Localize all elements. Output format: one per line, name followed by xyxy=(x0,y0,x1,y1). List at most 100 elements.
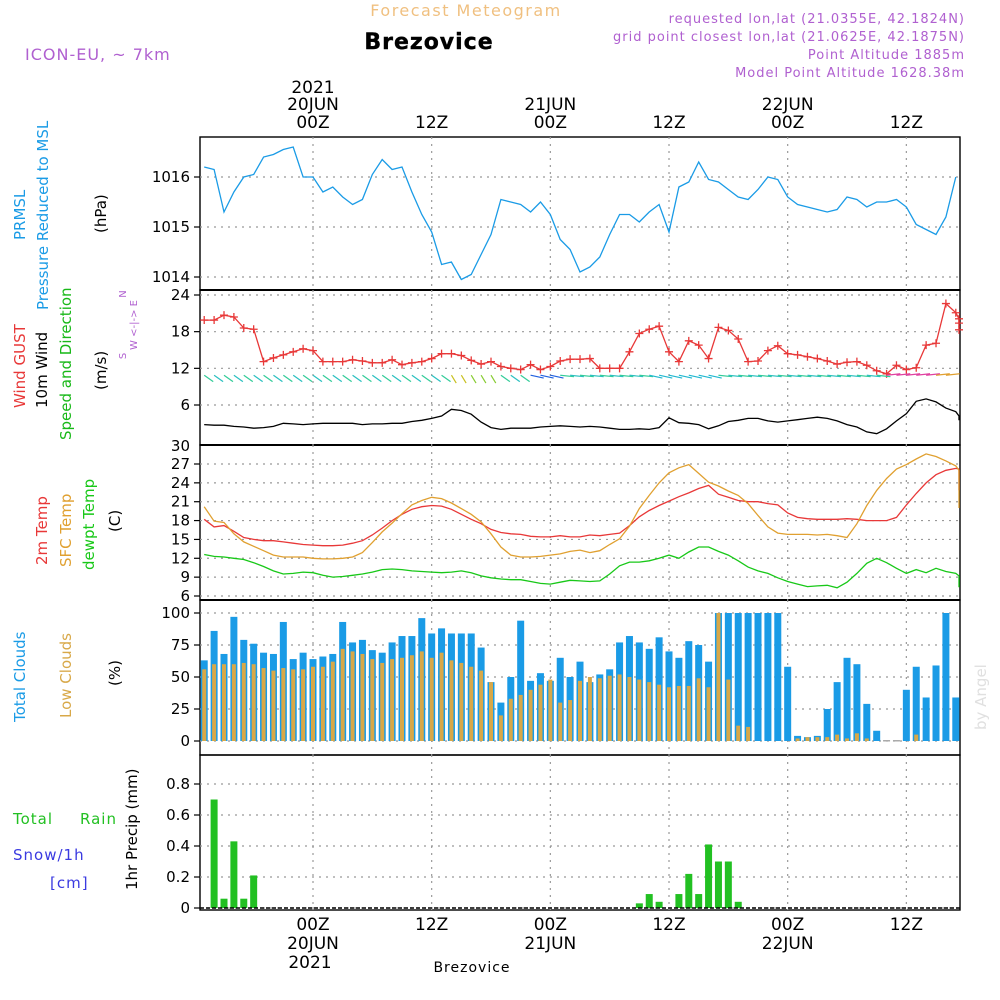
wind-direction-arrow xyxy=(906,373,921,376)
sfc-label: SFC Temp xyxy=(57,494,75,567)
low-cloud-bar xyxy=(202,669,207,741)
temp2m-line xyxy=(203,467,960,547)
low-cloud-bar xyxy=(221,664,226,741)
ytick-label: 0.8 xyxy=(166,775,190,793)
low-cloud-bar xyxy=(489,682,494,741)
total-cloud-bar xyxy=(744,613,752,741)
total-rain-label-1: Total xyxy=(12,810,53,828)
gust-marker xyxy=(328,357,337,366)
low-cloud-bar xyxy=(795,738,800,741)
low-cloud-bar xyxy=(597,678,602,741)
wind-direction-arrow xyxy=(579,374,594,378)
total-cloud-bar xyxy=(892,740,900,742)
rain-bar xyxy=(724,861,732,908)
gust-marker xyxy=(684,336,693,345)
bottom-time-label: 00Z xyxy=(296,915,329,935)
wind-direction-arrow xyxy=(846,374,861,378)
ytick-label: 12 xyxy=(171,359,190,377)
dewpt-label: dewpt Temp xyxy=(80,479,98,570)
gust-marker xyxy=(368,358,377,367)
wind-direction-arrow xyxy=(371,374,382,383)
panel-frame xyxy=(199,289,961,446)
ytick-label: 1015 xyxy=(152,218,190,236)
low-cloud-bar xyxy=(617,674,622,741)
gust-marker xyxy=(955,325,963,334)
low-cloud-bar xyxy=(667,687,672,741)
low-cloud-bar xyxy=(380,662,385,741)
wind-direction-arrow xyxy=(698,374,712,379)
wind-direction-arrow xyxy=(312,374,323,383)
low-cloud-bar xyxy=(241,662,246,741)
gust-marker xyxy=(932,339,941,348)
low-cloud-bar xyxy=(390,659,395,741)
temp-unit: (C) xyxy=(106,510,124,532)
low-cloud-bar xyxy=(676,685,681,741)
wind-direction-arrow xyxy=(550,374,564,379)
footer-location: Brezovice xyxy=(433,960,510,976)
wind-direction-arrow xyxy=(767,374,782,378)
wind-direction-arrow xyxy=(500,374,511,383)
wind-direction-arrow xyxy=(619,374,634,378)
bottom-date-label: 22JUN xyxy=(762,934,814,954)
low-cloud-bar xyxy=(419,651,424,741)
low-cloud-bar xyxy=(726,679,731,741)
gust-marker xyxy=(487,357,496,366)
low-cloud-bar xyxy=(271,670,276,741)
total-rain-label-2: Rain xyxy=(80,810,117,828)
low-cloud-bar xyxy=(459,662,464,741)
bottom-date-label: 20JUN xyxy=(287,934,339,954)
low-cloud-bar xyxy=(736,725,741,741)
pressure-unit: (hPa) xyxy=(92,194,110,233)
gust-marker xyxy=(427,354,436,363)
low-cloud-bar xyxy=(231,664,236,741)
wind-direction-arrow xyxy=(253,374,264,383)
wind-direction-arrow xyxy=(668,374,683,379)
low-cloud-bar xyxy=(498,715,503,741)
rain-bar xyxy=(705,844,713,908)
top-time-label: 12Z xyxy=(652,113,685,133)
wind-direction-arrow xyxy=(520,374,531,383)
bottom-time-label: 12Z xyxy=(415,915,448,935)
low-cloud-bar xyxy=(864,738,869,741)
gust-marker xyxy=(249,325,258,334)
gust-marker xyxy=(398,360,407,369)
wind-direction-arrow xyxy=(460,374,467,384)
ytick-label: 0 xyxy=(180,732,190,750)
wind10m-label: 10m Wind xyxy=(33,332,51,408)
wind-direction-arrow xyxy=(213,374,224,383)
location-title: Brezovice xyxy=(364,30,493,55)
low-cloud-bar xyxy=(696,678,701,741)
low-cloud-bar xyxy=(587,677,592,741)
rain-bar xyxy=(240,898,248,908)
gust-marker xyxy=(892,361,901,370)
ytick-label: 0.4 xyxy=(166,837,190,855)
total-cloud-bar xyxy=(942,613,950,741)
total-cloud-bar xyxy=(912,666,920,741)
wind-direction-arrow xyxy=(787,374,802,378)
temp2m-label: 2m Temp xyxy=(33,496,51,565)
wind-direction-arrow xyxy=(470,374,477,384)
low-cloud-bar xyxy=(400,657,405,741)
gust-marker xyxy=(955,319,963,328)
gust-marker xyxy=(289,347,298,356)
low-cloud-bar xyxy=(330,661,335,741)
rain-bar xyxy=(210,799,218,908)
low-cloud-bar xyxy=(825,737,830,741)
ytick-label: 6 xyxy=(180,587,190,605)
low-cloud-bar xyxy=(854,733,859,741)
gust-marker xyxy=(783,349,792,358)
gust-marker xyxy=(852,357,861,366)
pressure-label-1: PRMSL xyxy=(11,189,29,240)
snow-label: Snow/1h xyxy=(13,846,85,864)
low-cloud-bar xyxy=(311,666,315,741)
ytick-label: 12 xyxy=(171,549,190,567)
precip-axis-label: 1hr Precip (mm) xyxy=(123,769,141,890)
wind-direction-arrow xyxy=(223,374,234,383)
gust-marker xyxy=(407,358,416,367)
model-label: ICON-EU, ~ 7km xyxy=(25,45,171,64)
low-cloud-bar xyxy=(429,657,434,741)
wind-direction-arrow xyxy=(203,374,214,383)
ytick-label: 24 xyxy=(171,474,190,492)
top-date-label: 21JUN xyxy=(524,95,576,115)
